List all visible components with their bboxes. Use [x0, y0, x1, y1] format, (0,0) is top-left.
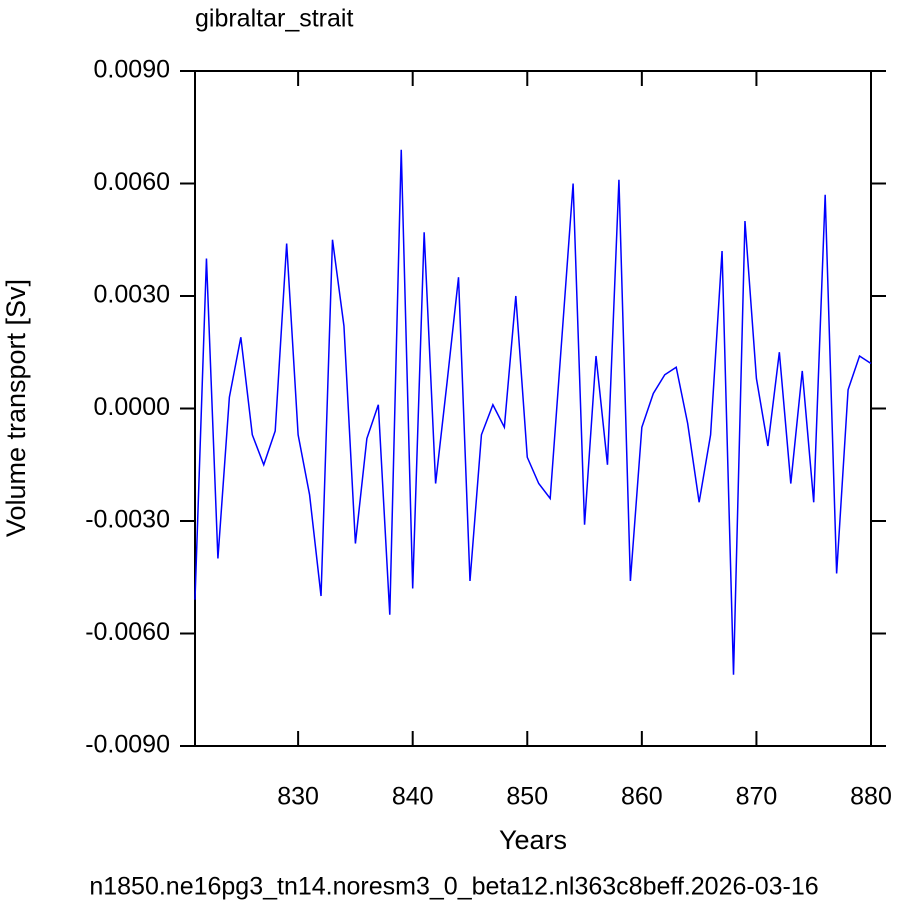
y-tick-label: 0.0000 — [94, 393, 170, 421]
y-tick-label: -0.0090 — [85, 731, 170, 759]
x-tick-label: 860 — [621, 783, 663, 811]
x-axis-label: Years — [499, 825, 567, 855]
chart-title: gibraltar_strait — [195, 5, 353, 33]
y-axis-label: Volume transport [Sv] — [1, 279, 31, 537]
y-tick-label: 0.0060 — [94, 168, 170, 196]
x-tick-label: 870 — [736, 783, 778, 811]
footer: n1850.ne16pg3_tn14.noresm3_0_beta12.nl36… — [89, 873, 818, 901]
x-tick-label: 840 — [392, 783, 434, 811]
data-line — [194, 149, 872, 675]
y-tick-label: -0.0030 — [85, 506, 170, 534]
x-tick-label: 880 — [850, 783, 892, 811]
y-tick-label: 0.0030 — [94, 281, 170, 309]
y-tick-label: 0.0090 — [94, 56, 170, 84]
y-tick-label: -0.0060 — [85, 618, 170, 646]
x-tick-label: 830 — [277, 783, 319, 811]
x-tick-label: 850 — [506, 783, 548, 811]
